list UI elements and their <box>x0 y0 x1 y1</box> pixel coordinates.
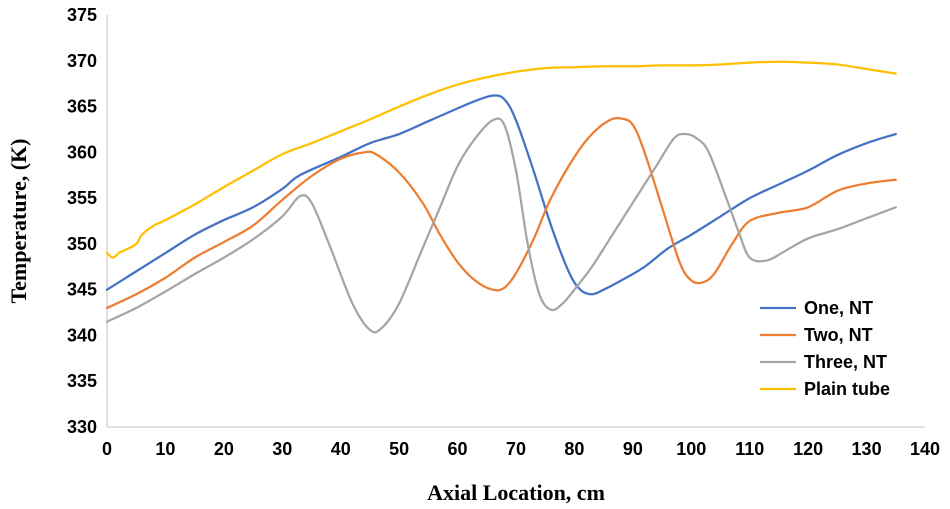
series-lines <box>105 60 897 334</box>
x-tick-label: 30 <box>272 439 292 459</box>
legend-label-plain-tube: Plain tube <box>804 379 890 399</box>
x-tick-label: 70 <box>506 439 526 459</box>
x-tick-label: 140 <box>910 439 940 459</box>
x-tick-label: 80 <box>564 439 584 459</box>
x-axis-title: Axial Location, cm <box>427 480 605 505</box>
series-line-one-nt <box>105 94 897 296</box>
series-line-plain-tube <box>105 60 897 259</box>
series-line-three-nt <box>105 117 897 334</box>
y-tick-label: 375 <box>67 5 97 25</box>
x-tick-label: 20 <box>214 439 234 459</box>
y-axis-title: Temperature, (K) <box>6 139 31 304</box>
x-tick-label: 110 <box>735 439 764 459</box>
x-tick-label: 90 <box>623 439 643 459</box>
x-tick-label: 10 <box>155 439 175 459</box>
y-tick-label: 350 <box>67 234 97 254</box>
legend-label-two-nt: Two, NT <box>804 325 873 345</box>
x-tick-label: 100 <box>676 439 706 459</box>
y-tick-label: 355 <box>67 188 97 208</box>
x-tick-label: 60 <box>448 439 468 459</box>
y-tick-labels: 330 335 340 345 350 355 360 365 370 375 <box>67 5 97 437</box>
series-line-two-nt <box>105 116 897 310</box>
x-tick-label: 120 <box>793 439 823 459</box>
y-tick-label: 370 <box>67 51 97 71</box>
y-tick-label: 330 <box>67 417 97 437</box>
x-tick-label: 130 <box>852 439 882 459</box>
legend: One, NT Two, NT Three, NT Plain tube <box>760 298 890 399</box>
y-tick-label: 345 <box>67 280 97 300</box>
y-tick-label: 335 <box>67 371 97 391</box>
x-tick-label: 40 <box>331 439 351 459</box>
legend-label-three-nt: Three, NT <box>804 352 887 372</box>
y-tick-label: 365 <box>67 97 97 117</box>
x-tick-label: 0 <box>102 439 112 459</box>
x-tick-labels: 0 10 20 30 40 50 60 70 80 90 100 110 120 130 140 <box>102 439 940 459</box>
y-tick-label: 360 <box>67 142 97 162</box>
y-tick-label: 340 <box>67 325 97 345</box>
axes <box>106 15 925 428</box>
x-tick-label: 50 <box>389 439 409 459</box>
legend-label-one-nt: One, NT <box>804 298 873 318</box>
